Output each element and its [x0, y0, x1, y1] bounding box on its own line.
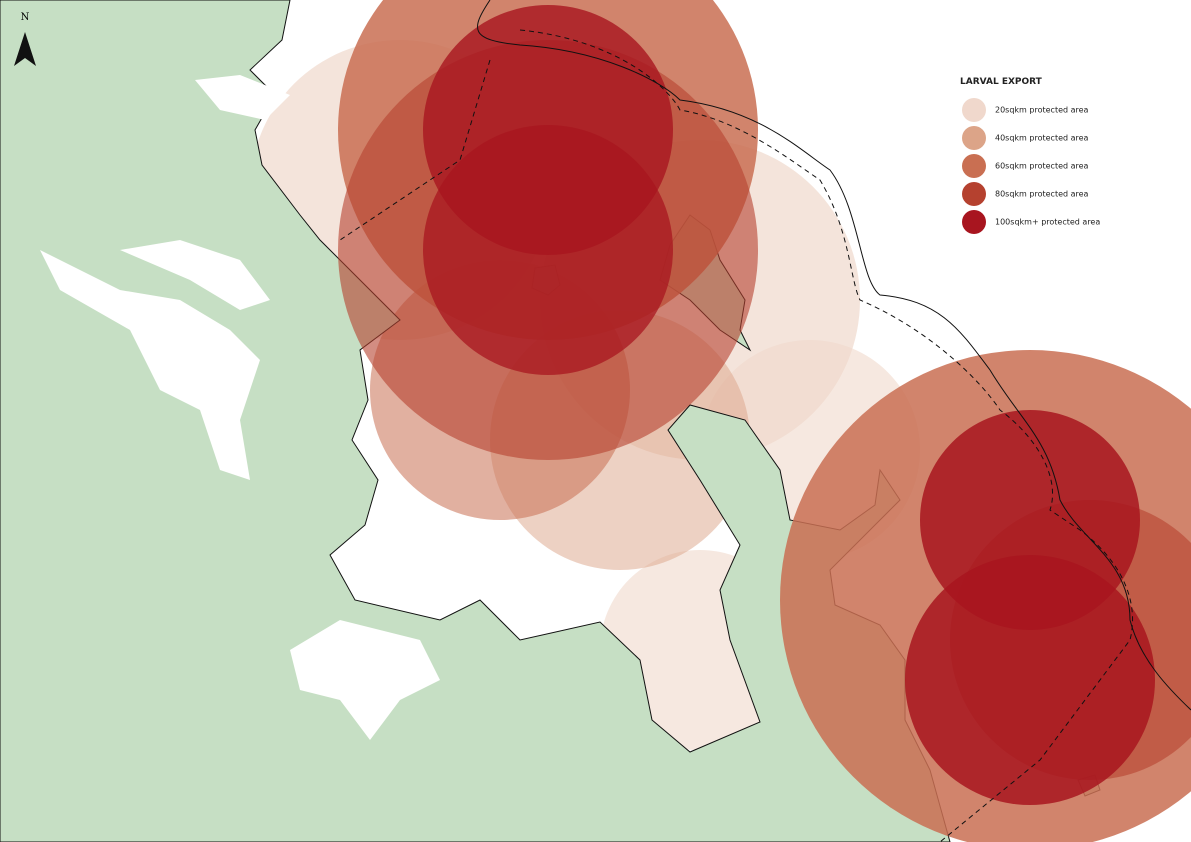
legend-title: LARVAL EXPORT [960, 77, 1043, 87]
legend-label: 40sqkm protected area [995, 134, 1089, 143]
legend-label: 60sqkm protected area [995, 162, 1089, 171]
legend-label: 20sqkm protected area [995, 106, 1089, 115]
legend-swatch [962, 98, 986, 122]
boundary [477, 0, 1191, 711]
harbour [120, 240, 270, 310]
legend-swatch [962, 182, 986, 206]
legend-swatch [962, 210, 986, 234]
zones [338, 0, 1191, 842]
legend-label: 100sqkm+ protected area [995, 218, 1100, 227]
legend-label: 80sqkm protected area [995, 190, 1089, 199]
legend-swatch [962, 126, 986, 150]
north-arrow-shape [14, 32, 36, 66]
north-arrow: N [14, 12, 36, 66]
protection-zone [905, 555, 1155, 805]
boundary-dashed [339, 29, 1134, 842]
harbour [290, 620, 440, 740]
protection-zone [423, 125, 673, 375]
legend-swatch [962, 154, 986, 178]
north-label: N [21, 12, 30, 23]
legend: LARVAL EXPORT 20sqkm protected area 40sqk… [960, 77, 1100, 234]
harbour [40, 250, 260, 480]
harbour [195, 75, 290, 120]
